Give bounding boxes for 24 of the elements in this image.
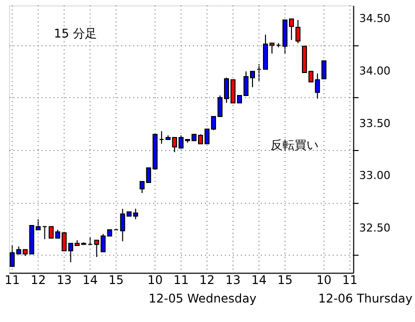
x-tick-label: 14	[251, 273, 267, 288]
x-tick-label: 10	[316, 273, 332, 288]
x-tick-label: 12	[199, 273, 215, 288]
x-tick-label: 13	[225, 273, 241, 288]
text: 12-06 Thursday	[318, 292, 412, 306]
y-tick-label: 32.50	[359, 222, 391, 235]
y-tick-label: 33.50	[359, 116, 391, 130]
candlestick	[295, 20, 300, 44]
annotation: 15 分足	[54, 26, 97, 40]
x-tick-label: 11	[173, 273, 189, 288]
x-tick-label: 14	[82, 273, 98, 288]
y-tick-label: 34.50	[359, 12, 391, 25]
x-tick-label: 15	[108, 273, 124, 288]
x-tick-label: 15	[277, 273, 293, 288]
x-tick-label: 11	[4, 273, 20, 288]
x-tick-label: 11	[342, 273, 358, 288]
y-tick-label: 34.00	[359, 64, 391, 78]
candlestick	[321, 60, 326, 80]
x-tick-label: 13	[56, 273, 72, 288]
x-tick-label: 10	[147, 273, 163, 288]
text: 12-05 Wednesday	[148, 292, 257, 306]
x-tick-label: 12	[30, 273, 46, 288]
annotation: 反転買い	[270, 138, 318, 152]
y-tick-label: 33.00	[359, 169, 391, 182]
